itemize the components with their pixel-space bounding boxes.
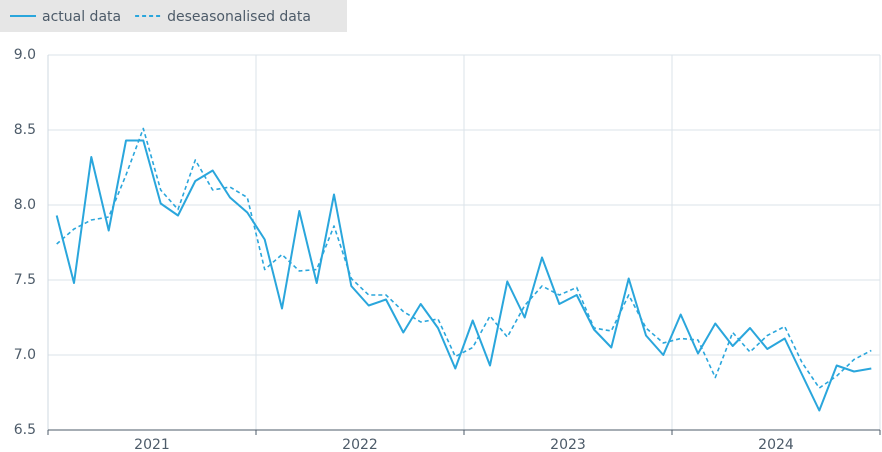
y-tick-label: 6.5 bbox=[14, 422, 36, 438]
legend-box bbox=[0, 0, 347, 32]
y-tick-label: 7.5 bbox=[14, 272, 36, 288]
y-tick-label: 8.5 bbox=[14, 122, 36, 138]
series-line bbox=[56, 127, 872, 389]
x-tick-label: 2023 bbox=[550, 437, 586, 452]
x-tick-label: 2022 bbox=[342, 437, 378, 452]
y-tick-label: 8.0 bbox=[14, 197, 36, 213]
legend-label: actual data bbox=[42, 9, 121, 25]
y-tick-label: 9.0 bbox=[14, 47, 36, 63]
x-tick-label: 2021 bbox=[134, 437, 170, 452]
y-tick-label: 7.0 bbox=[14, 347, 36, 363]
series-line bbox=[55, 139, 872, 412]
legend-label: deseasonalised data bbox=[167, 9, 311, 25]
x-tick-label: 2024 bbox=[758, 437, 794, 452]
